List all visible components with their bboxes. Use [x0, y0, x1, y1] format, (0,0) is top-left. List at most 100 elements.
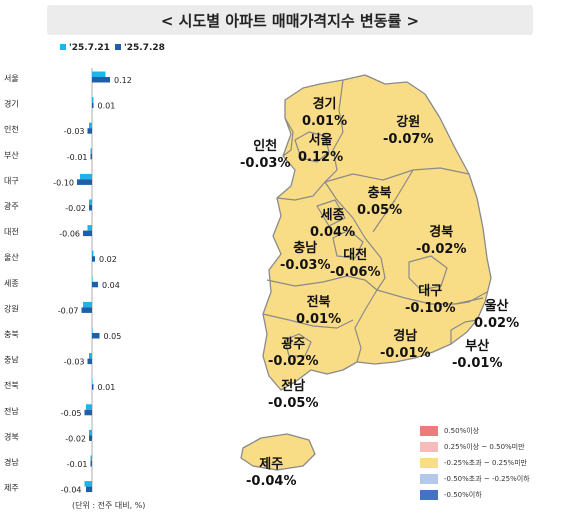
category-label: 광주	[4, 201, 19, 211]
region-name: 울산	[484, 299, 509, 314]
region-name: 제주	[259, 457, 284, 472]
bar-curr-week	[90, 153, 92, 160]
value-label: 0.04	[102, 281, 120, 290]
unit-note: (단위 : 전주 대비, %)	[72, 501, 146, 510]
bar-prev-week	[92, 327, 93, 333]
category-label: 부산	[4, 150, 19, 160]
bar-curr-week	[92, 384, 94, 390]
bar-prev-week	[87, 225, 92, 231]
region-label-sejong: 세종 0.04%	[310, 207, 355, 241]
legend-swatch-prev	[60, 44, 66, 50]
bar-prev-week	[92, 97, 94, 103]
region-name: 인천	[253, 139, 278, 154]
bar-prev-week	[89, 122, 92, 129]
value-label: -0.10	[53, 178, 74, 187]
border-busan	[450, 319, 478, 344]
border-jeolla-gyeongnam	[354, 289, 378, 363]
region-label-gyeonggi: 경기 0.01%	[302, 96, 347, 130]
category-label: 충남	[4, 356, 19, 365]
region-name: 경남	[393, 329, 418, 344]
region-value: -0.06%	[330, 265, 381, 280]
bar-prev-week	[92, 276, 93, 282]
bar-curr-week	[86, 486, 92, 493]
region-label-jeonbuk: 전북 0.01%	[296, 294, 341, 328]
border-gangwon-south	[324, 167, 470, 183]
bar-curr-week	[87, 128, 92, 134]
korea-map	[240, 74, 492, 471]
region-label-busan: 부산 -0.01%	[452, 338, 503, 372]
bar-curr-week	[89, 435, 92, 441]
border-chungbuk-gyeongbuk	[372, 169, 414, 233]
region-value: -0.10%	[405, 301, 456, 316]
region-name: 충북	[367, 186, 392, 201]
region-name: 대구	[418, 284, 443, 299]
bar-curr-week	[90, 461, 92, 467]
bar-curr-week	[84, 409, 92, 416]
category-label: 전남	[4, 406, 19, 416]
region-value: 0.01%	[296, 312, 342, 327]
region-value: 0.04%	[310, 225, 356, 240]
bar-curr-week	[87, 358, 92, 365]
region-name: 광주	[281, 337, 306, 352]
border-ulsan	[454, 291, 488, 305]
border-jeonbuk-jeonnam	[262, 313, 354, 329]
value-label: 0.01	[98, 102, 116, 111]
legend-swatch	[420, 426, 438, 436]
region-value: -0.02%	[416, 242, 467, 257]
region-label-seoul: 서울 0.12%	[298, 132, 343, 166]
legend-item: -0.25%초과 ~ 0.25%미만	[420, 455, 530, 471]
map-mainland	[262, 74, 492, 391]
value-label: -0.07	[58, 306, 79, 315]
region-label-gwangju: 광주 -0.02%	[268, 336, 319, 370]
bar-prev-week	[92, 250, 94, 257]
legend-item: 0.50%이상	[420, 423, 530, 439]
region-label-gyeongbuk: 경북 -0.02%	[416, 224, 467, 258]
region-label-jeonnam: 전남 -0.05%	[268, 378, 319, 412]
region-label-gangwon: 강원 -0.07%	[383, 114, 434, 148]
region-value: -0.04%	[246, 474, 297, 489]
bar-prev-week	[90, 148, 92, 154]
region-value: -0.03%	[240, 156, 291, 171]
border-daegu	[408, 255, 448, 291]
legend-item: -0.50%초과 ~ -0.25%이하	[420, 471, 530, 487]
legend-label-prev: '25.7.21	[69, 43, 110, 53]
color-legend: 0.50%이상 0.25%이상 ~ 0.50%미만 -0.25%초과 ~ 0.2…	[420, 423, 530, 503]
value-label: -0.02	[65, 434, 86, 443]
value-label: -0.06	[59, 230, 80, 239]
legend-label-curr: '25.7.28	[124, 43, 165, 53]
border-seoul	[294, 131, 330, 163]
value-label: -0.03	[64, 127, 85, 136]
border-gyeonggi-south	[276, 181, 326, 201]
legend-label: -0.50%초과 ~ -0.25%이하	[444, 475, 530, 483]
category-label: 경남	[4, 457, 19, 467]
category-label: 경기	[4, 99, 19, 109]
category-label: 대전	[4, 227, 19, 237]
map-jeju	[240, 433, 316, 471]
category-label: 울산	[4, 252, 19, 262]
bar-prev-week	[86, 404, 92, 410]
region-name: 경북	[429, 225, 454, 240]
region-label-daegu: 대구 -0.10%	[405, 283, 456, 317]
region-value: 0.12%	[298, 150, 344, 165]
bar-prev-week	[89, 199, 92, 205]
legend-label: 0.25%이상 ~ 0.50%미만	[444, 443, 525, 451]
region-value: -0.07%	[383, 132, 434, 147]
value-label: -0.05	[61, 409, 82, 418]
border-gyeonggi-gangwon	[324, 79, 344, 183]
title-bar: < 시도별 아파트 매매가격지수 변동률 >	[47, 5, 533, 35]
region-name: 전남	[281, 379, 306, 394]
region-value: 0.02%	[474, 316, 520, 331]
border-chungnam-jeonbuk	[266, 275, 378, 291]
region-name: 전북	[306, 295, 331, 310]
bar-chart: '25.7.21 '25.7.28 서울 0.12 경기 0.01 인천 -0.03 부산 -0.…	[4, 43, 165, 495]
category-label: 충북	[4, 330, 19, 339]
region-name: 부산	[465, 339, 490, 354]
region-value: -0.02%	[268, 354, 319, 369]
bar-curr-week	[77, 179, 92, 185]
region-label-chungbuk: 충북 0.05%	[357, 185, 402, 219]
border-gyeongbuk-gyeongnam	[376, 289, 484, 305]
bar-prev-week	[89, 353, 92, 359]
region-value: 0.01%	[302, 114, 348, 129]
value-label: 0.05	[104, 332, 122, 341]
legend-item: 0.25%이상 ~ 0.50%미만	[420, 439, 530, 455]
